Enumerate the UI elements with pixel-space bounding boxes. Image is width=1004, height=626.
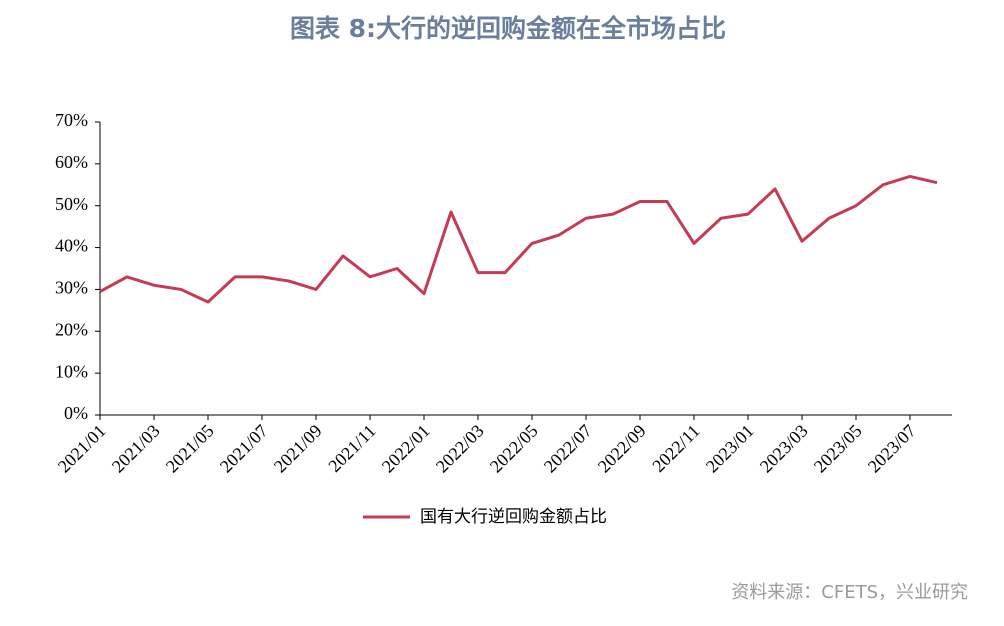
y-tick-label: 70% [55,110,88,130]
y-tick-label: 50% [55,194,88,214]
y-tick-label: 0% [64,403,88,423]
x-tick-label: 2022/01 [378,421,434,477]
x-tick-label: 2022/11 [648,421,703,476]
y-tick-label: 20% [55,319,88,339]
x-tick-label: 2023/07 [864,421,920,477]
x-tick-label: 2023/01 [702,421,758,477]
x-tick-label: 2023/03 [756,421,812,477]
x-tick-label: 2021/05 [162,421,218,477]
x-tick-label: 2021/11 [324,421,379,476]
x-tick-label: 2021/07 [216,421,272,477]
source: 资料来源：CFETS，兴业研究 [731,582,968,603]
x-tick-label: 2022/05 [486,421,542,477]
x-tick-label: 2021/01 [54,421,110,477]
y-tick-label: 40% [55,236,88,256]
x-tick-label: 2022/03 [432,421,488,477]
chart-title: 图表 8:大行的逆回购金额在全市场占比 [290,14,726,43]
x-tick-label: 2021/09 [270,421,326,477]
legend-label: 国有大行逆回购金额占比 [420,507,607,527]
y-tick-label: 30% [55,278,88,298]
x-tick-label: 2023/05 [810,421,866,477]
x-tick-label: 2021/03 [108,421,164,477]
line [99,174,938,304]
x-tick-label: 2022/09 [594,421,650,477]
x-tick-label: 2022/07 [540,421,596,477]
y-tick-label: 10% [55,361,88,381]
y-tick-label: 60% [55,152,88,172]
